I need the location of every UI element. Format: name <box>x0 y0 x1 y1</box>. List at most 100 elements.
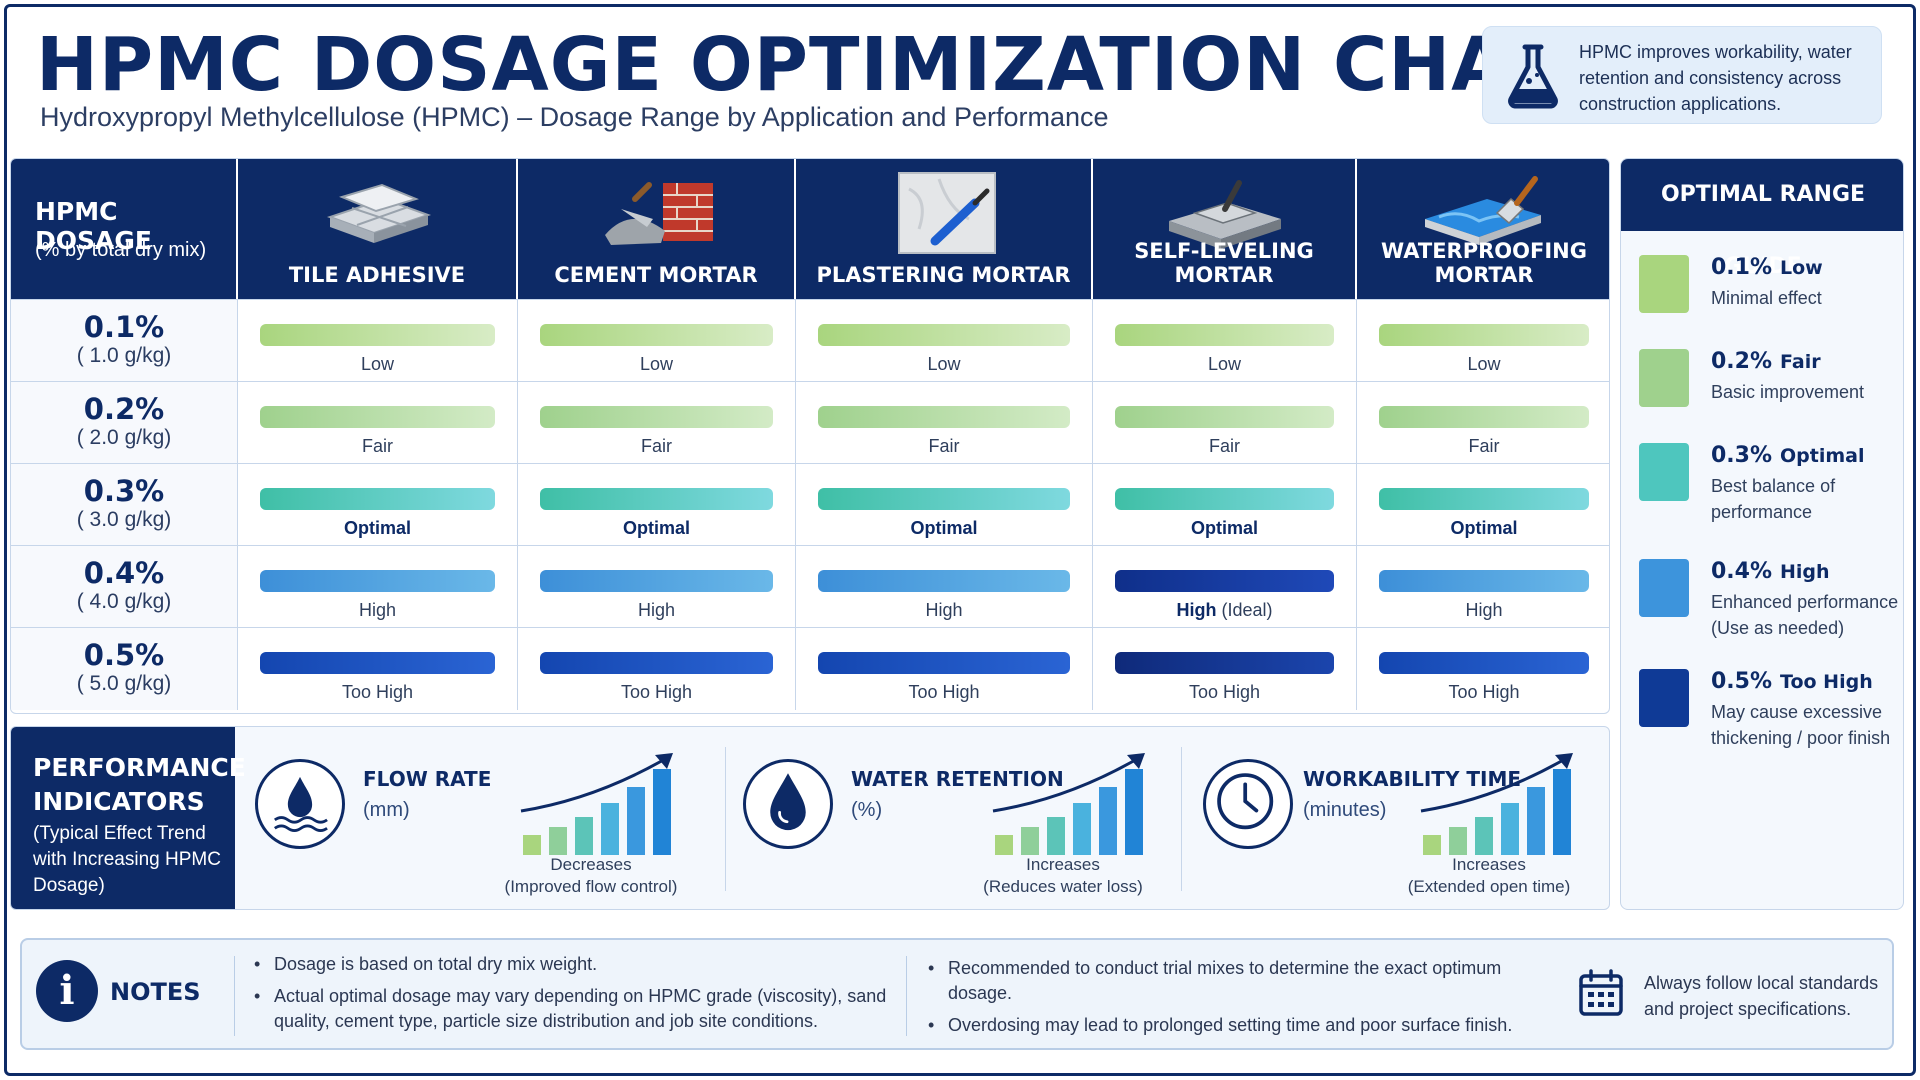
table-cell: Fair <box>1093 382 1357 464</box>
trend-bar <box>601 803 619 855</box>
indicator-name: FLOW RATE <box>363 767 492 791</box>
rating-bar <box>540 570 773 592</box>
rating-bar <box>1115 652 1334 674</box>
guide-level: Optimal <box>1780 445 1865 467</box>
performance-title-line2: INDICATORS <box>33 787 205 816</box>
dosage-gkg: ( 1.0 g/kg) <box>76 344 172 367</box>
performance-title: PERFORMANCE INDICATORS <box>33 751 246 819</box>
guide-percent: 0.3% <box>1711 443 1773 468</box>
notes-list-left: Dosage is based on total dry mix weight.… <box>248 952 920 1041</box>
dosage-gkg: ( 4.0 g/kg) <box>76 590 172 613</box>
color-swatch <box>1639 559 1689 617</box>
table-cell: Optimal <box>518 464 796 546</box>
table-row: 0.4% ( 4.0 g/kg) High High High High (Ideal… <box>11 545 1609 628</box>
footer-note: Always follow local standards and projec… <box>1644 973 1879 1019</box>
note-item: Actual optimal dosage may vary depending… <box>248 984 920 1034</box>
table-cell: Too High <box>1093 628 1357 710</box>
rating-label-bold: High <box>1176 600 1217 620</box>
notes-list-right: Recommended to conduct trial mixes to de… <box>922 956 1542 1045</box>
column-header-self-leveling-mortar: SELF-LEVELING MORTAR <box>1093 159 1357 299</box>
dosage-gkg: ( 3.0 g/kg) <box>76 508 172 531</box>
rating-bar <box>540 652 773 674</box>
dosage-header-title: HPMC DOSAGE <box>35 197 152 255</box>
trend-bar <box>995 835 1013 855</box>
brick-trowel-icon <box>605 182 713 245</box>
page-subtitle: Hydroxypropyl Methylcellulose (HPMC) – D… <box>40 102 1109 132</box>
dosage-gkg: ( 2.0 g/kg) <box>76 426 172 449</box>
indicator-trend: Increases <box>1452 855 1526 874</box>
rating-label: Optimal <box>910 518 978 538</box>
table-cell: Fair <box>238 382 518 464</box>
trend-chart-icon <box>520 753 673 855</box>
table-cell: Optimal <box>1357 464 1609 546</box>
table-cell: Optimal <box>238 464 518 546</box>
rating-bar <box>818 488 1070 510</box>
table-cell: Fair <box>796 382 1093 464</box>
rating-label: High <box>637 600 676 620</box>
rating-label: Optimal <box>1450 518 1518 538</box>
rating-bar <box>1379 324 1589 346</box>
trend-arrow-head <box>1555 753 1573 769</box>
note-item: Recommended to conduct trial mixes to de… <box>922 956 1542 1006</box>
indicator-name: WORKABILITY TIME <box>1303 767 1522 791</box>
color-swatch <box>1639 255 1689 313</box>
indicator-trend-note: (Improved flow control) <box>504 877 678 896</box>
column-label: TILE ADHESIVE <box>288 263 466 287</box>
table-cell: Fair <box>1357 382 1609 464</box>
trend-bar <box>575 817 593 855</box>
indicator-unit: (mm) <box>363 799 410 821</box>
color-swatch <box>1639 349 1689 407</box>
divider <box>1181 747 1182 891</box>
water-drop-icon <box>743 759 833 849</box>
rating-label-extra: (Ideal) <box>1216 600 1273 620</box>
table-cell: Optimal <box>796 464 1093 546</box>
column-label: PLASTERING MORTAR <box>816 263 1071 287</box>
guide-description: May cause excessive thickening / poor fi… <box>1711 702 1891 748</box>
trend-arrow-line <box>520 757 666 813</box>
row-dosage-label: 0.3% ( 3.0 g/kg) <box>11 464 238 546</box>
performance-title-line1: PERFORMANCE <box>33 753 246 782</box>
row-dosage-label: 0.4% ( 4.0 g/kg) <box>11 546 238 628</box>
indicator-unit: (minutes) <box>1303 799 1387 821</box>
color-swatch <box>1639 443 1689 501</box>
info-text: HPMC improves workability, water retenti… <box>1579 42 1852 114</box>
rating-bar <box>1115 406 1334 428</box>
tile-adhesive-icon <box>326 183 432 243</box>
guide-percent: 0.1% <box>1711 255 1773 280</box>
table-cell: Low <box>518 300 796 382</box>
trend-bar <box>1501 803 1519 855</box>
trend-arrow-line <box>1420 757 1566 813</box>
info-icon: i <box>36 960 98 1022</box>
table-cell: High <box>238 546 518 628</box>
guide-level: Fair <box>1780 351 1821 373</box>
table-row: 0.2% ( 2.0 g/kg) Fair Fair Fair Fair Fair <box>11 381 1609 464</box>
rating-label: Low <box>927 354 961 374</box>
dosage-percent: 0.4% <box>83 556 165 590</box>
dosage-percent: 0.5% <box>83 638 165 672</box>
divider <box>725 747 726 891</box>
trend-bar <box>653 769 671 855</box>
rating-label: Low <box>639 354 674 374</box>
dosage-header-subtitle: (% by total dry mix) <box>35 239 207 261</box>
table-cell: High (Ideal) <box>1093 546 1357 628</box>
column-header-tile-adhesive: TILE ADHESIVE <box>238 159 518 299</box>
table-cell: Low <box>238 300 518 382</box>
guide-level: High <box>1780 561 1830 583</box>
rating-bar <box>1379 488 1589 510</box>
divider <box>906 956 907 1036</box>
guide-percent: 0.4% <box>1711 559 1773 584</box>
guide-description: Best balance of performance <box>1711 476 1836 522</box>
float-trowel-icon <box>1169 180 1281 249</box>
trend-arrow-head <box>655 753 673 769</box>
table-cell: Too High <box>796 628 1093 710</box>
table-cell: Fair <box>518 382 796 464</box>
notes-title: NOTES <box>110 978 201 1006</box>
table-row: 0.3% ( 3.0 g/kg) Optimal Optimal Optimal Op… <box>11 463 1609 546</box>
column-header-cement-mortar: CEMENT MORTAR <box>518 159 796 299</box>
rating-label: Low <box>1467 354 1501 374</box>
page-title: HPMC DOSAGE OPTIMIZATION CHART <box>36 22 1616 108</box>
rating-label: Fair <box>362 436 393 456</box>
plaster-wall-icon <box>897 172 996 254</box>
trend-bar <box>1021 827 1039 855</box>
table-cell: Optimal <box>1093 464 1357 546</box>
